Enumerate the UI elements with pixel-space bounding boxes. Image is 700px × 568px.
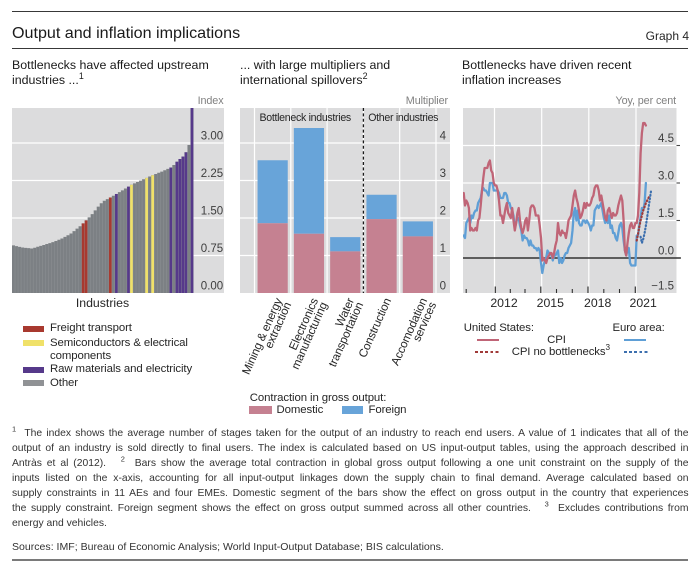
svg-text:2: 2 [440, 205, 446, 217]
svg-text:3.00: 3.00 [201, 130, 223, 142]
svg-text:4.5: 4.5 [658, 133, 674, 145]
svg-text:0.00: 0.00 [201, 280, 223, 292]
svg-text:3: 3 [440, 168, 446, 180]
svg-text:0.75: 0.75 [201, 243, 223, 255]
svg-text:3.0: 3.0 [658, 170, 674, 182]
svg-text:Bottleneck industries: Bottleneck industries [259, 112, 350, 124]
svg-text:2.25: 2.25 [201, 168, 223, 180]
svg-text:−1.5: −1.5 [651, 280, 674, 292]
svg-text:0: 0 [440, 280, 446, 292]
svg-text:1: 1 [440, 243, 446, 255]
svg-text:1.5: 1.5 [658, 208, 674, 220]
svg-text:4: 4 [440, 130, 447, 142]
svg-text:Other industries: Other industries [368, 112, 438, 124]
svg-text:1.50: 1.50 [201, 205, 223, 217]
svg-text:0.0: 0.0 [658, 245, 674, 257]
